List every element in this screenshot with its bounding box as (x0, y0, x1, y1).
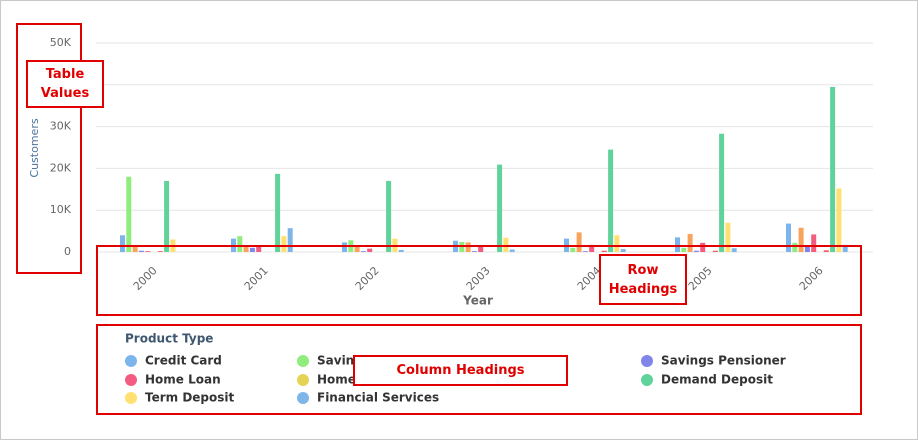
bar (620, 249, 626, 252)
annotation-label: Column Headings (353, 355, 568, 386)
annotation-frame (16, 23, 82, 274)
legend-label: Savings Pensioner (661, 354, 786, 368)
legend-marker (641, 374, 653, 386)
bar (608, 149, 614, 252)
bar (830, 86, 836, 252)
bar (576, 232, 582, 252)
bar (712, 250, 718, 252)
bar (256, 246, 262, 252)
legend-marker (125, 374, 137, 386)
bar (700, 242, 706, 252)
bar (725, 222, 731, 252)
bar (275, 173, 281, 252)
bar (582, 251, 588, 252)
legend-marker (641, 355, 653, 367)
legend-label: Demand Deposit (661, 373, 773, 387)
legend-title: Product Type (125, 332, 213, 346)
bar (601, 250, 607, 252)
bar (589, 244, 595, 252)
legend-label: Term Deposit (145, 391, 235, 405)
bar (731, 248, 737, 252)
bar (497, 164, 503, 252)
bar (842, 244, 848, 252)
legend-label: Financial Services (317, 391, 439, 405)
bar (120, 235, 125, 252)
bar (675, 237, 680, 252)
bar (823, 250, 829, 252)
legend-marker (297, 374, 309, 386)
bar (687, 234, 693, 252)
legend-label: Saving (317, 354, 363, 368)
bar (503, 237, 509, 252)
bar (287, 228, 293, 252)
legend-label: Home Loan (145, 373, 221, 387)
bar (836, 188, 842, 252)
bar (792, 242, 798, 252)
bar (509, 249, 515, 252)
legend-marker (297, 392, 309, 404)
bar (281, 236, 287, 252)
bar (798, 227, 804, 252)
legend-marker (125, 392, 137, 404)
bar (164, 180, 170, 252)
bar (570, 247, 576, 252)
bar (145, 251, 151, 252)
y-axis-title: Customers (28, 118, 41, 177)
y-tick-label: 0 (64, 245, 71, 258)
bar (360, 251, 366, 252)
y-tick-label: 50K (50, 36, 72, 49)
y-tick-label: 30K (50, 120, 72, 133)
bar (478, 246, 484, 252)
legend-marker (125, 355, 137, 367)
x-axis-title: Year (462, 294, 493, 308)
bar (614, 235, 620, 252)
bar (386, 180, 392, 252)
bar (157, 251, 163, 252)
annotation-label: Row Headings (599, 254, 687, 305)
bar (804, 245, 810, 252)
bar (693, 250, 699, 252)
bar (132, 246, 138, 252)
bar (367, 248, 373, 252)
bar (398, 249, 404, 252)
bar (681, 247, 687, 252)
bar (138, 250, 144, 252)
bar (465, 242, 471, 252)
bar (786, 223, 791, 252)
bar (249, 247, 255, 252)
y-tick-label: 10K (50, 203, 72, 216)
annotation-frame (96, 324, 862, 415)
legend-label: Credit Card (145, 354, 222, 368)
bar (811, 234, 817, 252)
bar (342, 242, 347, 252)
bar (354, 246, 360, 252)
bar (471, 251, 477, 252)
bar (237, 236, 243, 252)
legend-label: Home (317, 373, 356, 387)
annotation-frame (96, 245, 862, 316)
bar (719, 133, 725, 252)
annotation-label: Table Values (26, 60, 104, 108)
y-tick-label: 20K (50, 161, 72, 174)
bar (126, 176, 132, 252)
legend-marker (297, 355, 309, 367)
bar (243, 245, 249, 252)
